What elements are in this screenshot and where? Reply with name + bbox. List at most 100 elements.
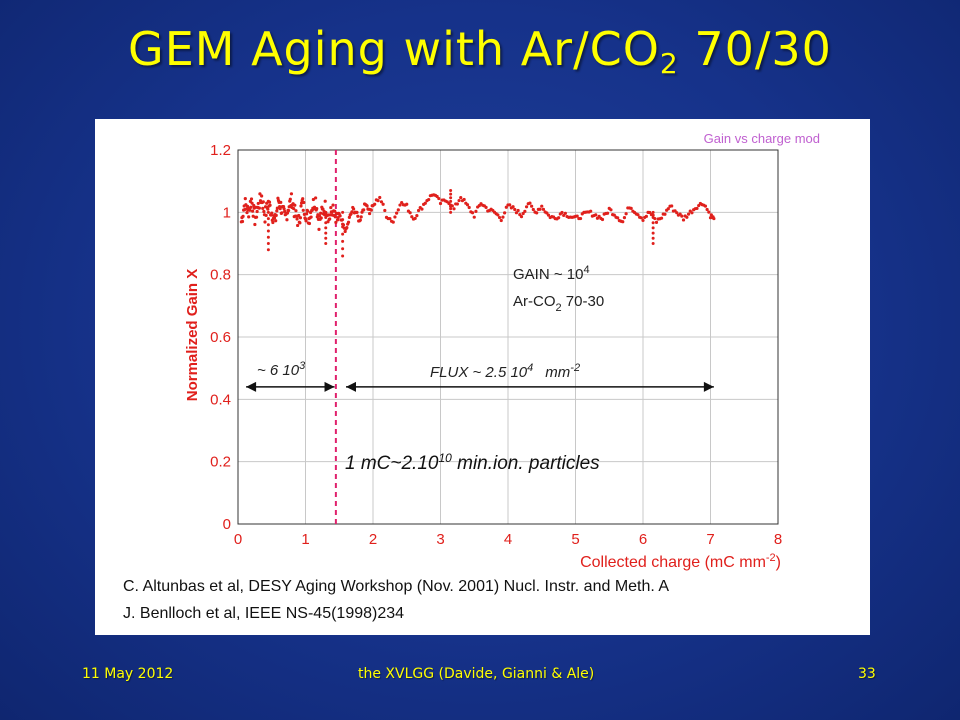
data-point [276, 196, 280, 200]
left-interval-label: ~ 6 103 [257, 360, 306, 379]
data-point [264, 213, 268, 217]
dip-point [341, 254, 345, 258]
data-point [685, 215, 689, 219]
data-point [415, 214, 419, 218]
data-point [462, 197, 466, 202]
data-point [639, 216, 643, 220]
data-point [260, 194, 264, 198]
data-point [395, 211, 399, 215]
dip-point [341, 218, 345, 222]
data-point [594, 213, 598, 217]
data-point [612, 213, 616, 217]
chart-annotations [246, 381, 714, 392]
data-point [616, 216, 620, 220]
gas-annotation-tail: 70-30 [562, 293, 605, 310]
data-point [474, 209, 478, 213]
conversion-label: 1 mC~2.1010 min.ion. particles [345, 451, 600, 474]
data-point [278, 207, 282, 211]
gain-annotation: GAIN ~ 104 [513, 264, 590, 283]
dip-point [449, 203, 453, 207]
data-point [267, 200, 272, 204]
data-point [398, 203, 402, 207]
data-point [600, 217, 605, 222]
gain-chart: 0 1 2 3 4 5 6 7 8 0 0.2 0.4 0.6 0.8 1 1.2 Gain vs charg… [184, 131, 820, 571]
data-point [359, 215, 363, 219]
data-point [670, 204, 674, 208]
x-tick-label: 2 [369, 531, 377, 548]
data-point [609, 208, 613, 212]
data-point [254, 215, 259, 219]
data-point [314, 196, 318, 200]
data-point [261, 206, 265, 210]
dip-point [341, 225, 345, 229]
dip-point [651, 221, 655, 225]
range-arrow-head-left [346, 381, 356, 392]
data-point [333, 215, 337, 219]
flux-label-main: FLUX ~ 2.5 10 [430, 364, 528, 381]
footer-page-number: 33 [858, 666, 876, 682]
data-point [707, 210, 711, 214]
plot-frame [237, 149, 779, 525]
data-point [298, 221, 302, 225]
gain-annotation-sup: 4 [583, 264, 589, 276]
data-point [247, 215, 251, 219]
y-tick-label: 0.4 [210, 391, 231, 408]
data-point [280, 211, 284, 215]
data-point [455, 202, 459, 206]
data-point [524, 205, 529, 209]
data-point [516, 208, 520, 213]
data-point [319, 211, 323, 215]
x-tick-label: 1 [301, 531, 309, 548]
data-point [521, 211, 525, 216]
data-point [362, 208, 366, 212]
y-tick-label: 1.2 [210, 142, 231, 159]
x-tick-label: 5 [571, 531, 579, 548]
data-point [470, 211, 475, 215]
data-point [575, 214, 579, 218]
y-tick-label: 0.2 [210, 454, 231, 471]
data-point [437, 196, 441, 201]
y-tick-label: 0.8 [210, 267, 231, 284]
data-point [275, 209, 279, 213]
dip-point [266, 242, 270, 245]
data-point [256, 201, 260, 206]
data-point [563, 211, 567, 215]
title-main: GEM Aging with Ar/CO [128, 22, 660, 76]
reference-2: J. Benlloch et al, IEEE NS-45(1998)234 [123, 605, 405, 622]
data-point [405, 202, 409, 206]
data-point [271, 220, 275, 225]
conversion-label-main: 1 mC~2.10 [345, 453, 439, 474]
data-point [261, 200, 265, 204]
y-tick-label: 0 [223, 516, 231, 533]
data-point [651, 213, 655, 217]
legend-label: Gain vs charge mod [704, 131, 820, 146]
data-point [636, 213, 640, 217]
data-point [274, 219, 278, 223]
data-point [376, 198, 380, 203]
dip-point [651, 231, 655, 235]
footer-date: 11 May 2012 [82, 666, 174, 682]
dip-point [266, 248, 270, 252]
data-point [333, 209, 337, 213]
data-point [523, 209, 527, 213]
x-tick-label: 3 [436, 531, 444, 548]
y-tick-label: 1 [223, 204, 231, 221]
data-point [712, 216, 716, 221]
data-point [388, 217, 392, 221]
chart-axes [237, 149, 779, 525]
data-point [257, 206, 261, 210]
data-point [675, 211, 679, 215]
data-point [416, 208, 421, 213]
chart-ticks: 0 1 2 3 4 5 6 7 8 0 0.2 0.4 0.6 0.8 1 1.2 [210, 142, 782, 548]
data-point [605, 211, 610, 215]
dip-point [266, 217, 270, 221]
data-point [289, 192, 294, 196]
data-point [383, 208, 387, 213]
data-point [368, 211, 372, 216]
data-point [365, 204, 369, 208]
x-tick-label: 6 [639, 531, 647, 548]
data-point [511, 205, 515, 209]
data-point [540, 204, 544, 208]
data-point [452, 207, 456, 211]
x-tick-label: 7 [706, 531, 714, 548]
